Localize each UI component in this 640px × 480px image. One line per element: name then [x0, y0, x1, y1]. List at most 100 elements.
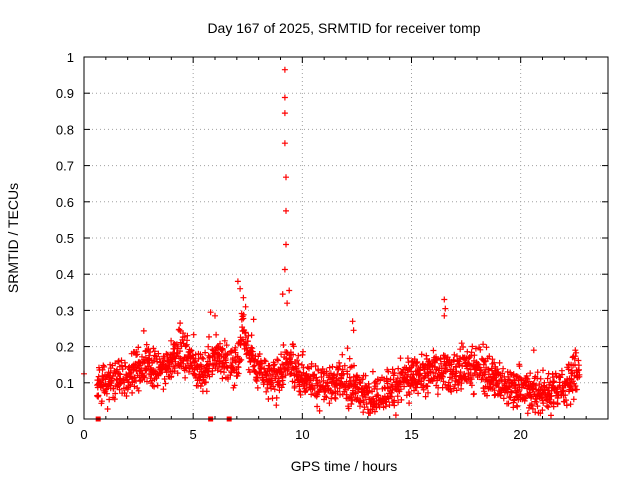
data-point [303, 387, 310, 394]
data-point [202, 379, 209, 386]
data-point [212, 312, 218, 319]
data-point [106, 396, 113, 403]
data-point [388, 393, 395, 400]
data-point [281, 266, 288, 273]
data-point [506, 384, 513, 391]
data-point [163, 350, 170, 357]
data-point [537, 375, 544, 382]
data-point [344, 371, 351, 377]
data-point [442, 352, 448, 359]
data-point [312, 363, 319, 369]
data-point [391, 402, 398, 409]
data-point [385, 368, 392, 375]
data-point [206, 365, 213, 372]
data-point [478, 366, 484, 373]
data-point [187, 348, 194, 355]
data-point [329, 363, 336, 370]
data-point [261, 365, 268, 372]
x-tick-label: 0 [80, 427, 87, 442]
data-point [434, 357, 441, 364]
data-point [284, 300, 291, 307]
data-point [434, 391, 441, 398]
data-point [457, 369, 464, 376]
data-point [453, 387, 460, 394]
data-point [240, 294, 247, 301]
x-tick-label: 20 [513, 427, 527, 442]
data-point [516, 363, 523, 370]
data-point [451, 351, 458, 358]
data-point [207, 360, 213, 367]
data-point [294, 357, 301, 364]
data-point [308, 391, 315, 398]
data-point [440, 378, 447, 385]
data-point [216, 357, 222, 364]
data-point [223, 352, 230, 359]
data-points [81, 66, 583, 422]
data-point [401, 383, 408, 390]
data-point [438, 360, 444, 367]
data-point [281, 94, 288, 101]
data-point [319, 366, 326, 372]
data-point [426, 358, 433, 365]
data-point [118, 362, 125, 369]
data-point [177, 320, 184, 327]
data-point [392, 412, 399, 419]
data-point [282, 372, 289, 379]
y-tick-label: 0.4 [56, 267, 74, 282]
data-point [314, 391, 321, 398]
data-point [540, 367, 546, 374]
y-tick-label: 0 [67, 412, 74, 427]
data-point [458, 380, 465, 387]
data-point [406, 400, 413, 407]
data-point [295, 360, 302, 367]
data-point [494, 366, 501, 373]
data-point [316, 407, 323, 414]
data-point [375, 392, 382, 399]
data-point [111, 396, 118, 403]
axis-ticks [83, 56, 608, 420]
data-point [281, 110, 288, 117]
data-point [280, 381, 287, 388]
data-point [527, 370, 534, 377]
data-point [544, 403, 550, 409]
data-point [430, 375, 437, 382]
data-point [484, 392, 490, 399]
data-point [244, 338, 251, 345]
data-point [357, 403, 363, 410]
data-point [283, 241, 289, 248]
data-point [534, 369, 541, 376]
data-point [214, 367, 221, 374]
data-point [563, 397, 569, 404]
data-point [345, 405, 352, 412]
data-point [418, 351, 425, 358]
data-point [283, 174, 289, 181]
data-point [117, 371, 124, 378]
data-point [505, 400, 512, 407]
data-point [550, 399, 557, 406]
data-point [343, 391, 350, 398]
data-point [285, 366, 292, 373]
data-point [530, 347, 537, 354]
data-point [160, 386, 167, 393]
data-point [281, 140, 288, 147]
data-point [192, 357, 199, 364]
grid-lines [84, 57, 608, 419]
data-point [418, 378, 425, 385]
data-point [397, 355, 404, 362]
data-point [197, 351, 204, 358]
data-point [274, 356, 281, 363]
data-point [432, 370, 439, 377]
data-point [471, 352, 478, 359]
chart-title: Day 167 of 2025, SRMTID for receiver tom… [207, 20, 480, 36]
data-point [572, 347, 579, 354]
y-tick-label: 0.6 [56, 195, 74, 210]
data-point [135, 387, 142, 394]
data-point [293, 365, 300, 372]
data-point [469, 343, 476, 350]
data-point [151, 383, 158, 390]
data-point [143, 341, 150, 348]
data-point [256, 351, 263, 357]
data-point [231, 382, 238, 389]
data-point [313, 374, 320, 381]
data-point [332, 395, 339, 402]
